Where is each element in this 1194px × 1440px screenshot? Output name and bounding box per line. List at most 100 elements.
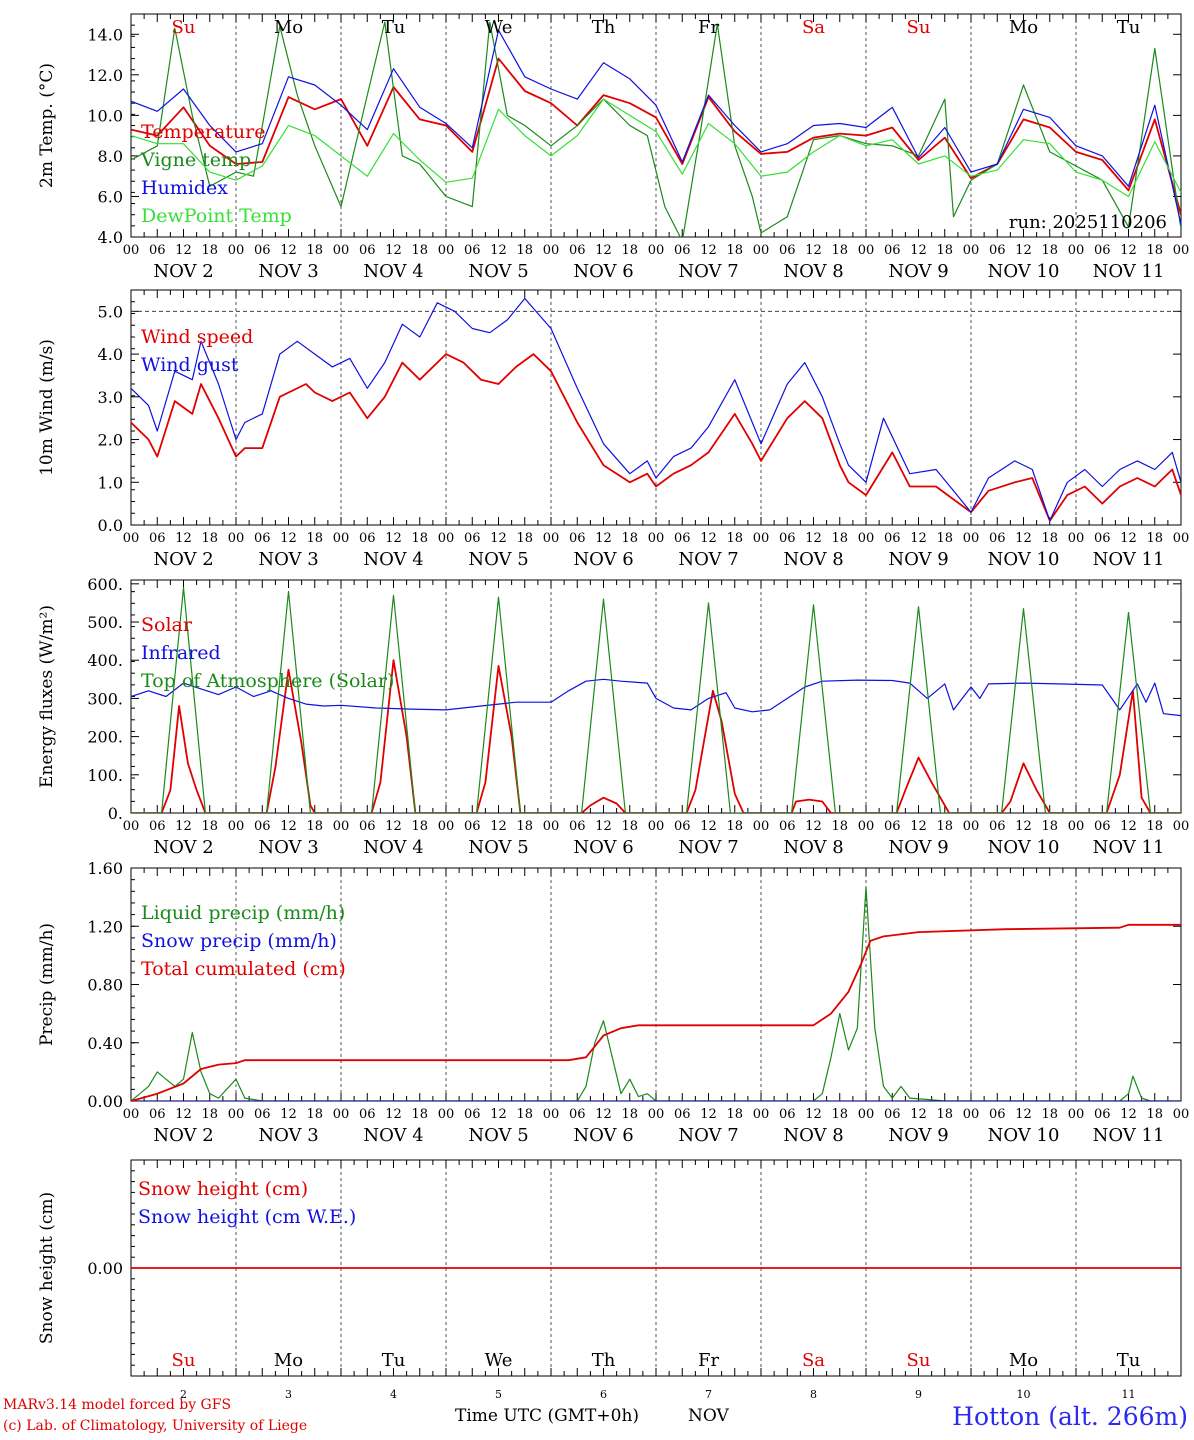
date-number: 9 — [915, 1388, 922, 1401]
hour-label: 00 — [963, 1107, 980, 1122]
hour-label: 06 — [1094, 243, 1111, 258]
dow-label-bottom: Mo — [274, 1350, 303, 1371]
hour-label: 00 — [648, 1107, 665, 1122]
hour-label: 00 — [858, 1107, 875, 1122]
hour-label: 00 — [123, 243, 140, 258]
hour-label: 00 — [333, 531, 350, 546]
date-label: NOV 11 — [1093, 1125, 1165, 1146]
legend-entry: Wind speed — [141, 326, 253, 348]
series-line-infrared — [131, 678, 1181, 717]
hour-label: 00 — [1173, 243, 1190, 258]
hour-label: 18 — [831, 1107, 848, 1122]
date-label: NOV 9 — [888, 837, 948, 858]
dow-label-top: Th — [592, 17, 616, 38]
date-label: NOV 10 — [988, 837, 1060, 858]
legend-entry: Infrared — [141, 642, 221, 664]
hour-label: 18 — [726, 819, 743, 834]
run-label: run: 2025110206 — [1009, 212, 1167, 233]
hour-label: 18 — [306, 531, 323, 546]
hour-label: 12 — [175, 819, 192, 834]
hour-label: 06 — [989, 531, 1006, 546]
y-tick-label: 500. — [87, 613, 123, 632]
series-line-total-cumulated-cm- — [131, 923, 1181, 1101]
hour-label: 12 — [1015, 243, 1032, 258]
hour-label: 00 — [648, 819, 665, 834]
hour-label: 06 — [359, 1107, 376, 1122]
dow-label-bottom: We — [485, 1350, 513, 1371]
date-label: NOV 7 — [678, 549, 738, 570]
dow-label-bottom: Mo — [1009, 1350, 1038, 1371]
hour-label: 06 — [884, 819, 901, 834]
date-number: 4 — [390, 1388, 397, 1401]
hour-label: 12 — [1120, 819, 1137, 834]
hour-label: 18 — [201, 819, 218, 834]
hour-label: 06 — [359, 243, 376, 258]
series-line-humidex — [131, 29, 1181, 225]
hour-label: 12 — [805, 819, 822, 834]
hour-label: 00 — [123, 1107, 140, 1122]
legend-entry: Top of Atmosphere (Solar) — [141, 670, 394, 692]
hour-label: 18 — [726, 1107, 743, 1122]
hour-label: 00 — [228, 243, 245, 258]
hour-label: 00 — [438, 819, 455, 834]
hour-label: 12 — [1015, 1107, 1032, 1122]
dow-label-top: Mo — [1009, 17, 1038, 38]
hour-label: 18 — [936, 531, 953, 546]
hour-label: 00 — [858, 531, 875, 546]
y-tick-label: 14.0 — [87, 25, 123, 44]
hour-label: 06 — [569, 243, 586, 258]
hour-label: 12 — [175, 243, 192, 258]
hour-label: 00 — [648, 531, 665, 546]
legend-entry: Solar — [141, 614, 193, 636]
hour-label: 12 — [490, 531, 507, 546]
panel-4 — [130, 867, 1182, 1102]
hour-label: 12 — [280, 531, 297, 546]
y-tick-label: 100. — [87, 766, 123, 785]
x-axis-title: Time UTC (GMT+0h) — [455, 1406, 640, 1426]
hour-label: 06 — [464, 819, 481, 834]
hour-label: 00 — [858, 819, 875, 834]
hour-label: 18 — [516, 819, 533, 834]
y-tick-label: 0.00 — [87, 1259, 123, 1278]
y-axis-title: 2m Temp. (°C) — [37, 63, 57, 188]
hour-label: 06 — [149, 531, 166, 546]
y-tick-label: 5.0 — [98, 302, 123, 321]
y-tick-label: 8.0 — [98, 147, 123, 166]
legend-entry: Total cumulated (cm) — [141, 958, 346, 980]
date-number: 6 — [600, 1388, 607, 1401]
hour-label: 06 — [464, 531, 481, 546]
y-tick-label: 600. — [87, 575, 123, 594]
hour-label: 00 — [963, 243, 980, 258]
hour-label: 00 — [753, 531, 770, 546]
date-label: NOV 4 — [363, 837, 423, 858]
hour-label: 12 — [910, 531, 927, 546]
dow-label-top: Tu — [1117, 17, 1141, 38]
dow-label-bottom: Su — [907, 1350, 931, 1371]
y-tick-label: 6.0 — [98, 187, 123, 206]
hour-label: 06 — [149, 1107, 166, 1122]
dow-label-bottom: Sa — [802, 1350, 825, 1371]
hour-label: 00 — [333, 1107, 350, 1122]
lab-credit: (c) Lab. of Climatology, University of L… — [3, 1418, 308, 1434]
hour-label: 06 — [674, 819, 691, 834]
date-label: NOV 9 — [888, 549, 948, 570]
date-number: 10 — [1017, 1388, 1031, 1401]
y-tick-label: 10.0 — [87, 106, 123, 125]
y-tick-label: 0.00 — [87, 1092, 123, 1111]
hour-label: 12 — [385, 1107, 402, 1122]
hour-label: 06 — [674, 1107, 691, 1122]
date-number: 8 — [810, 1388, 817, 1401]
hour-label: 06 — [254, 243, 271, 258]
y-tick-label: 2.0 — [98, 431, 123, 450]
hour-label: 12 — [595, 243, 612, 258]
hour-label: 00 — [1173, 1107, 1190, 1122]
hour-label: 12 — [280, 243, 297, 258]
model-credit: MARv3.14 model forced by GFS — [3, 1397, 232, 1413]
date-label: NOV 4 — [363, 1125, 423, 1146]
date-number: 3 — [285, 1388, 292, 1401]
y-tick-label: 4.0 — [98, 228, 123, 247]
hour-label: 18 — [1146, 819, 1163, 834]
hour-label: 18 — [1146, 531, 1163, 546]
date-label: NOV 5 — [468, 549, 528, 570]
